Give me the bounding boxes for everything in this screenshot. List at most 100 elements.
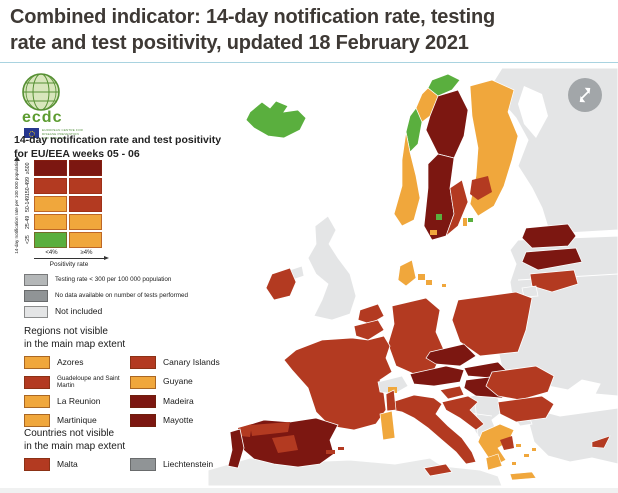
region-peloponnese [485,453,503,471]
region-iceland [245,100,307,139]
matrix-cell [69,196,102,212]
legend-item: Madeira [130,395,242,409]
legend-swatch [24,290,48,302]
region-lithuania [529,269,579,293]
region-norway-south [393,131,421,227]
matrix-row-labels: ≥500 150-499 50-149 25-49 <25 [22,160,34,252]
matrix-col-labels: <4% ≥4% [34,250,104,256]
region-latvia [521,247,583,271]
regions-legend-title-line2: in the main map extent [24,338,126,350]
region-denmark-island-2 [426,280,432,285]
legend-swatch [130,414,156,428]
region-cyprus [591,435,611,449]
region-belgium [353,319,385,341]
region-attica [500,436,514,450]
legend-label: Not included [55,306,103,317]
map-subtitle: 14-day notification rate and test positi… [14,134,254,161]
region-switzerland [377,375,409,395]
expand-button[interactable] [568,78,602,112]
region-bulgaria [497,395,555,423]
countries-legend-title-line2: in the main map extent [24,440,126,452]
legend-item: Azores [24,356,130,369]
region-france [283,335,393,431]
region-aland [468,218,473,222]
countries-legend-title-line1: Countries not visible [24,428,115,439]
region-greece [477,423,515,467]
matrix-y-axis-label: 14-day notification rate per 100 000 pop… [13,158,19,254]
map-subtitle-line2: for EU/EEA weeks 05 - 06 [14,147,140,160]
region-netherlands [357,303,385,325]
legend-item: Canary Islands [130,356,242,369]
region-portugal [227,428,245,469]
legend-item: Martinique [24,414,130,428]
region-corsica [385,389,397,412]
testing-legend: Testing rate < 300 per 100 000 populatio… [24,274,188,318]
countries-legend-title: Countries not visible in the main map ex… [24,428,242,453]
region-romania [485,365,555,401]
legend-label: Liechtenstein [163,458,214,469]
legend-item: Guadeloupe and Saint Martin [24,375,130,389]
region-uk [307,215,357,321]
region-ireland [265,267,297,301]
legend-item: La Reunion [24,395,130,409]
legend-label: Mayotte [163,415,194,426]
map-subtitle-line1: 14-day notification rate and test positi… [14,134,222,146]
regions-legend-title-line1: Regions not visible [24,326,108,337]
matrix-row-label: 25-49 [25,215,31,229]
logo-org-line: DISEASE PREVENTION [42,132,79,136]
matrix-col-label: <4% [45,250,58,256]
legend-label: Testing rate < 300 per 100 000 populatio… [55,276,172,284]
legend-item: Malta [24,458,130,471]
region-sardinia [379,410,396,441]
region-balearic-1 [326,450,335,454]
region-sweden-southeast [445,179,469,238]
region-denmark-island-1 [418,274,425,280]
europe-map [207,68,618,486]
legend-label: Malta [57,458,78,469]
legend-label: Martinique [57,415,97,426]
matrix-cell [69,214,102,230]
matrix-cell [34,214,67,230]
legend-label: La Reunion [57,396,101,407]
region-poland [451,291,533,357]
legend-label: Canary Islands [163,356,220,367]
page-title-line2: rate and test positivity, updated 18 Feb… [10,32,469,54]
region-bornholm [442,284,446,287]
legend-swatch [130,458,156,471]
region-balearic-2 [338,447,344,450]
region-czechia [425,343,477,367]
matrix-row-label: 150-499 [25,176,31,196]
legend-item: Guyane [130,375,242,389]
map-figure[interactable]: ecdc EUROPEAN CENTRE FOR DISEASE PREVENTI… [0,68,618,493]
legend-label: Azores [57,356,84,367]
matrix-cell [69,178,102,194]
legend-swatch [24,414,50,428]
legend-swatch [24,356,50,369]
white-sea [518,86,548,138]
region-crete [509,471,537,481]
legend-swatch [130,375,156,389]
legend-item: No data available on number of tests per… [24,290,188,302]
region-gotland [463,218,467,226]
matrix-cell [34,196,67,212]
ecdc-globe-icon [22,73,60,111]
region-galicia [238,424,252,437]
bottom-strip [0,488,618,493]
matrix-cell [34,232,67,248]
legend-label: Madeira [163,396,194,407]
legend-item: Mayotte [130,414,242,428]
page-title: Combined indicator: 14-day notification … [10,4,608,56]
region-sweden-orange-spot [430,230,437,235]
ecdc-logo: ecdc EUROPEAN CENTRE FOR DISEASE PREVENTI… [14,70,124,140]
expand-icon [579,87,591,103]
matrix-cell [34,178,67,194]
region-slovenia [439,385,465,400]
matrix-x-axis-label: Positivity rate [49,261,89,268]
matrix-y-axis: 14-day notification rate per 100 000 pop… [10,156,22,254]
legend-swatch [130,356,156,369]
region-austria [409,365,465,387]
page-header: Combined indicator: 14-day notification … [0,0,618,63]
logo-org-text: EUROPEAN CENTRE FOR DISEASE PREVENTION AND… [42,128,83,140]
region-switzerland-south [388,387,397,393]
region-sweden-south [423,153,455,241]
